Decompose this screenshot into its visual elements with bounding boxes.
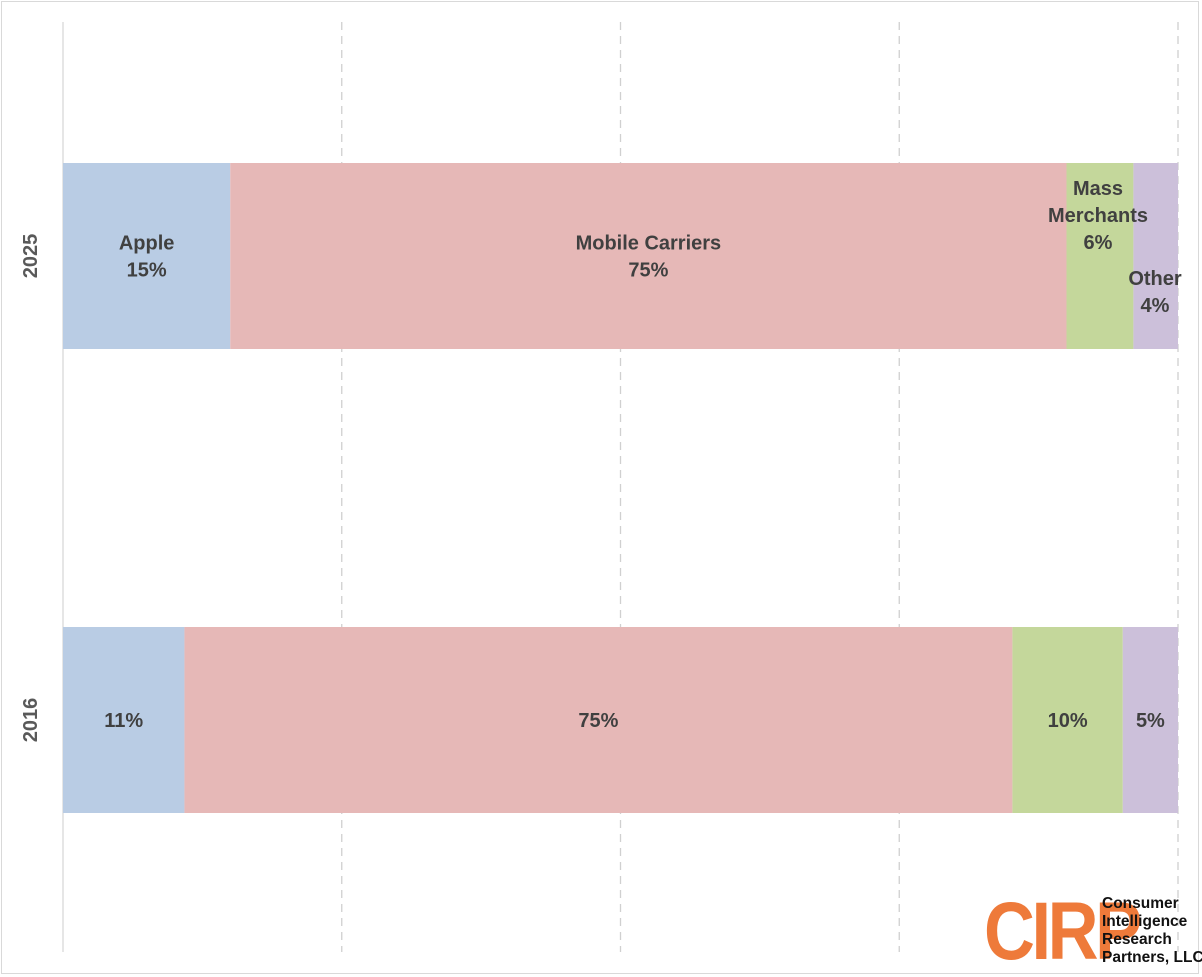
data-label: 75% — [578, 710, 618, 732]
data-label-line: Mobile Carriers — [576, 233, 722, 255]
bar-segment-mobile-carriers-2025 — [230, 163, 1067, 349]
data-label-line: 6% — [1084, 232, 1113, 254]
data-label: 5% — [1136, 710, 1165, 732]
data-label-line: Mass — [1073, 178, 1123, 200]
data-label: 10% — [1048, 710, 1088, 732]
bar-segment-apple-2016 — [63, 627, 185, 813]
data-label-line: 75% — [578, 710, 618, 732]
bar-segment-mass-merchants-2025 — [1066, 163, 1134, 349]
category-axis: 2025 2016 — [20, 234, 42, 743]
bar-segment-other-2025 — [1133, 163, 1178, 349]
bar-segment-apple-2025 — [63, 163, 231, 349]
data-label: Mass Merchants 6% — [1048, 178, 1148, 254]
data-label-line: 5% — [1136, 710, 1165, 732]
bar-segments — [63, 163, 1178, 813]
data-label: Apple 15% — [119, 233, 175, 282]
logo-line: Intelligence — [1102, 913, 1188, 930]
data-label-line: 75% — [628, 260, 668, 282]
logo-mark: CIRP — [984, 886, 1142, 977]
data-label-line: 10% — [1048, 710, 1088, 732]
data-label-line: 11% — [104, 710, 143, 732]
bar-segment-mass-merchants-2016 — [1012, 627, 1123, 813]
data-label-line: Merchants — [1048, 205, 1148, 227]
data-label-line: 4% — [1141, 295, 1170, 317]
data-labels: Apple 15% Mobile Carriers 75% Mass Merchants 6… — [104, 178, 1182, 732]
logo-text: Consumer Intelligence Research Partners,… — [1102, 895, 1202, 967]
logo-line: Consumer — [1102, 895, 1179, 912]
data-label-line: Other — [1128, 268, 1182, 290]
bar-segment-mobile-carriers-2016 — [184, 627, 1013, 813]
data-label-line: Apple — [119, 233, 175, 255]
bar-segment-other-2016 — [1122, 627, 1178, 813]
data-label-line: 15% — [127, 260, 167, 282]
category-label: 2016 — [20, 698, 42, 743]
data-label: Other 4% — [1128, 268, 1182, 317]
logo-line: Partners, LLC — [1102, 949, 1202, 966]
data-label: Mobile Carriers 75% — [576, 233, 722, 282]
logo-line: Research — [1102, 931, 1172, 948]
cirp-logo: CIRP Consumer Intelligence Research Part… — [984, 886, 1202, 977]
category-label: 2025 — [20, 234, 42, 279]
data-label: 11% — [104, 710, 143, 732]
